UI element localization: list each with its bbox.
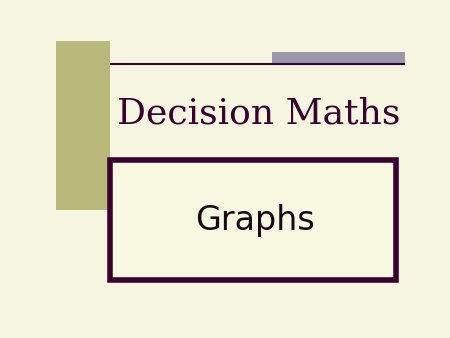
Text: Decision Maths: Decision Maths <box>117 96 400 130</box>
Bar <box>56 41 110 210</box>
Bar <box>273 52 405 63</box>
Bar <box>110 160 396 280</box>
Text: Graphs: Graphs <box>195 203 315 237</box>
